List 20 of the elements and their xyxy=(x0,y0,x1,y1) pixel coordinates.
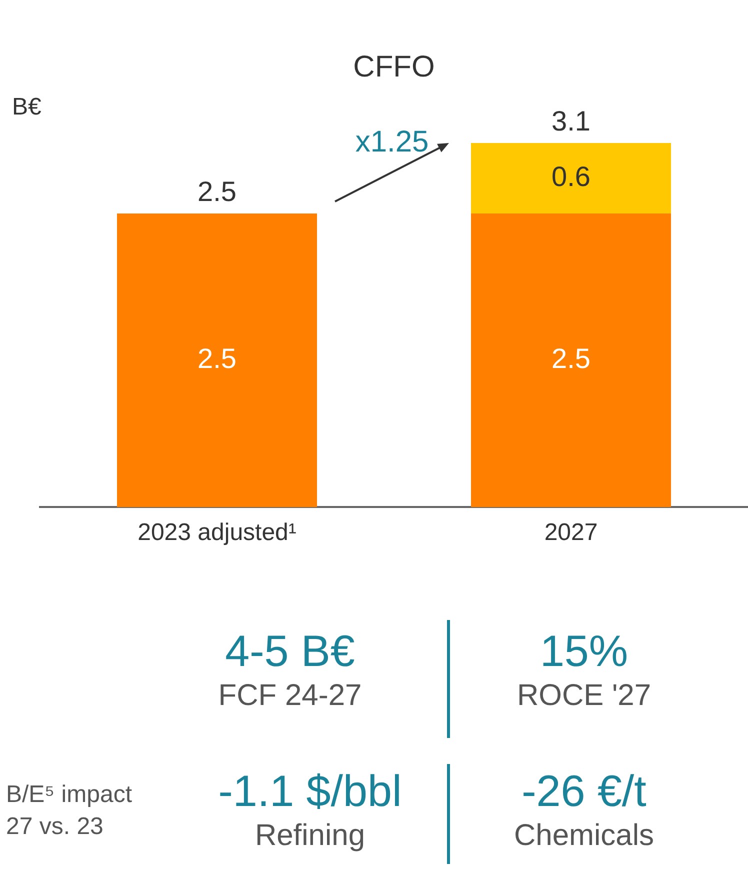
data-label: 2.5 xyxy=(198,343,236,374)
data-label: 2.5 xyxy=(552,343,590,374)
text: Refining xyxy=(254,818,366,854)
text: Chemicals xyxy=(514,818,654,854)
text: FCF 24-27 xyxy=(218,678,362,714)
total-label: 2.5 xyxy=(198,176,236,208)
data-label: 0.6 xyxy=(552,160,590,192)
annotation: x1.25 xyxy=(355,125,429,158)
text: 15% xyxy=(540,627,628,676)
x-tick-label: 2027 xyxy=(544,519,598,546)
chart-title: CFFO xyxy=(353,50,435,84)
text: -26 €/t xyxy=(522,767,646,816)
text: -1.1 $/bbl xyxy=(218,767,402,816)
y-axis-title: B€ xyxy=(12,94,42,121)
total-label: 3.1 xyxy=(552,106,590,137)
x-tick-label: 2023 adjusted¹ xyxy=(138,519,296,546)
text: 27 vs. 23 xyxy=(6,812,104,842)
text: B/E⁵ impact xyxy=(6,780,132,810)
text: 4-5 B€ xyxy=(225,627,355,676)
text: ROCE '27 xyxy=(516,678,652,714)
